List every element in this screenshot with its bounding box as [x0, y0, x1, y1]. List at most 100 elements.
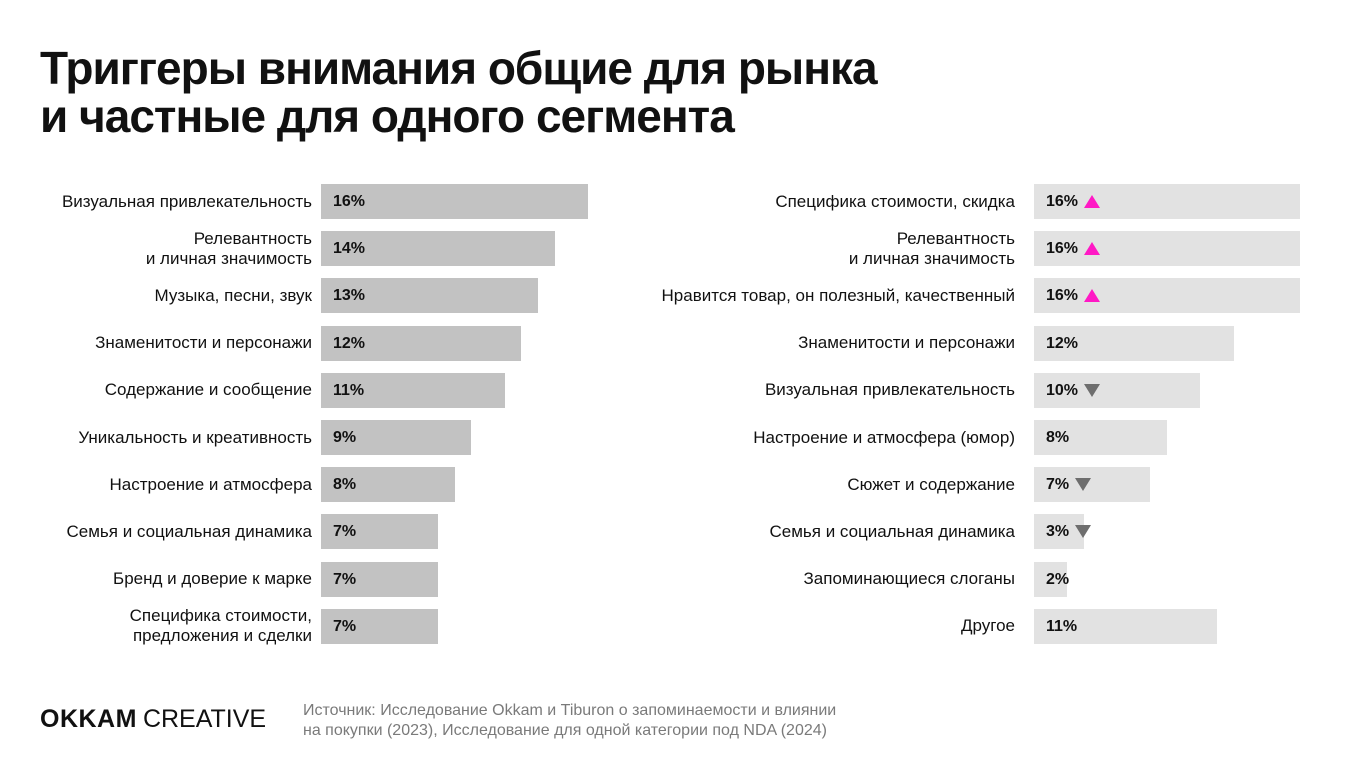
right-bar-row: Запоминающиеся слоганы 2%: [600, 561, 1340, 597]
right-bar-row: Знаменитости и персонажи 12%: [600, 325, 1340, 361]
left-value-label: 13%: [333, 278, 365, 313]
left-value-label: 16%: [333, 184, 365, 219]
right-value-label: 16%: [1046, 278, 1101, 313]
value-text: 16%: [1046, 240, 1079, 258]
left-bar: [321, 184, 588, 219]
value-text: 3%: [1046, 523, 1070, 541]
okkam-creative-logo: OKKAM CREATIVE: [40, 704, 266, 734]
triangle-up-icon: [1084, 289, 1101, 303]
right-bar-row: Настроение и атмосфера (юмор) 8%: [600, 420, 1340, 455]
right-category-label: Сюжет и содержание: [595, 475, 1015, 495]
left-bar-row: Бренд и доверие к марке 7%: [0, 561, 620, 597]
category-label-line: Сюжет и содержание: [847, 474, 1015, 494]
source-line-1: Источник: Исследование Okkam и Tiburon о…: [303, 702, 837, 719]
value-text: 10%: [1046, 381, 1079, 399]
left-value-label: 8%: [333, 467, 356, 502]
right-bar: [1034, 420, 1167, 455]
category-label-line: Настроение и атмосфера: [109, 474, 312, 494]
value-text: 7%: [333, 523, 357, 541]
left-bar: [321, 372, 505, 408]
left-bar: [321, 467, 455, 503]
triangle-down-icon: [1075, 525, 1092, 539]
logo-word: CREATIVE: [142, 705, 267, 733]
title-line-2: и частные для одного сегмента: [40, 90, 735, 142]
source-note: Источник: Исследование Okkam и Tiburon о…: [303, 701, 836, 741]
right-bar: [1034, 561, 1068, 597]
category-label-line: предложения и сделки: [132, 626, 312, 646]
category-label-line: Знаменитости и персонажи: [798, 333, 1015, 353]
right-bar-row: Семья и социальная динамика 3%: [600, 514, 1340, 550]
value-text: 2%: [1046, 570, 1070, 588]
right-category-label: Специфика стоимости, скидка: [595, 192, 1015, 212]
category-label-line: и личная значимость: [145, 248, 312, 268]
right-bar-row: Релевантность и личная значимость 16%: [600, 229, 1340, 268]
value-text: 11%: [1046, 617, 1078, 635]
category-label-line: Другое: [960, 616, 1015, 636]
left-bar-row: Специфика стоимости, предложения и сделки…: [0, 606, 620, 646]
value-text: 7%: [333, 570, 357, 588]
right-bar-row: Специфика стоимости, скидка 16%: [600, 184, 1340, 219]
left-bar-row: Визуальная привлекательность 16%: [0, 184, 620, 219]
left-value-label: 9%: [333, 420, 356, 455]
right-category-label: Релевантность и личная значимость: [595, 229, 1015, 269]
left-value-label: 11%: [333, 373, 364, 408]
right-bar: [1034, 467, 1151, 503]
left-category-label: Знаменитости и персонажи: [0, 333, 312, 353]
left-category-label: Релевантность и личная значимость: [0, 229, 312, 269]
value-text: 8%: [1046, 429, 1070, 446]
category-label-line: Содержание и сообщение: [104, 380, 312, 400]
triangle-up-icon: [1084, 195, 1101, 208]
right-value-label: 12%: [1046, 326, 1078, 361]
right-bar: [1034, 372, 1201, 408]
right-value-label: 16%: [1046, 231, 1101, 266]
value-text: 13%: [333, 287, 366, 305]
left-bar: [321, 420, 472, 455]
right-bar-row: Сюжет и содержание 7%: [600, 467, 1340, 503]
left-bar-row: Музыка, песни, звук 13%: [0, 278, 620, 314]
value-text: 7%: [1046, 476, 1070, 494]
left-category-label: Бренд и доверие к марке: [0, 569, 312, 589]
left-value-label: 7%: [333, 562, 356, 597]
category-label-line: Нравится товар, он полезный, качественны…: [661, 285, 1015, 305]
right-category-label: Знаменитости и персонажи: [595, 333, 1015, 353]
value-text: 7%: [333, 617, 357, 635]
category-label-line: Бренд и доверие к марке: [113, 569, 312, 589]
left-bar: [321, 514, 438, 550]
value-text: 11%: [333, 381, 365, 399]
triangle-down-icon: [1084, 383, 1101, 397]
right-category-label: Запоминающиеся слоганы: [595, 569, 1015, 589]
left-value-label: 7%: [333, 609, 356, 644]
right-value-label: 10%: [1046, 373, 1101, 408]
right-category-label: Семья и социальная динамика: [595, 522, 1015, 542]
right-bar-row: Нравится товар, он полезный, качественны…: [600, 278, 1340, 314]
left-category-label: Содержание и сообщение: [0, 380, 312, 400]
category-label-line: Настроение и атмосфера (юмор): [753, 427, 1015, 447]
left-value-label: 7%: [333, 514, 356, 549]
logo-brand: OKKAM: [40, 705, 137, 733]
left-category-label: Музыка, песни, звук: [0, 286, 312, 306]
category-label-line: Специфика стоимости, скидка: [775, 191, 1015, 211]
right-value-label: 11%: [1046, 609, 1077, 644]
category-label-line: Визуальная привлекательность: [61, 191, 312, 211]
category-label-line: Семья и социальная динамика: [769, 521, 1015, 541]
left-bar-chart: Визуальная привлекательность 16% Релевантн…: [0, 184, 620, 654]
category-label-line: Уникальность и креативность: [78, 427, 312, 447]
right-bar-chart: Специфика стоимости, скидка 16% Релевантно…: [600, 184, 1340, 654]
source-line-2: на покупки (2023), Исследование для одно…: [303, 722, 827, 739]
left-category-label: Семья и социальная динамика: [0, 522, 312, 542]
triangle-up-icon: [1084, 242, 1101, 256]
left-bar-row: Семья и социальная динамика 7%: [0, 514, 620, 550]
value-text: 16%: [1046, 193, 1079, 210]
left-category-label: Настроение и атмосфера: [0, 475, 312, 495]
left-category-label: Уникальность и креативность: [0, 428, 312, 448]
category-label-line: Семья и социальная динамика: [66, 521, 312, 541]
page-title: Триггеры внимания общие для рынка и част…: [40, 44, 878, 142]
category-label-line: и личная значимость: [848, 248, 1015, 268]
right-bar: [1034, 184, 1300, 219]
right-value-label: 2%: [1046, 562, 1069, 597]
right-category-label: Другое: [595, 616, 1015, 636]
right-category-label: Нравится товар, он полезный, качественны…: [595, 286, 1015, 306]
right-value-label: 16%: [1046, 184, 1101, 219]
value-text: 8%: [333, 476, 357, 494]
right-bar: [1034, 231, 1300, 267]
